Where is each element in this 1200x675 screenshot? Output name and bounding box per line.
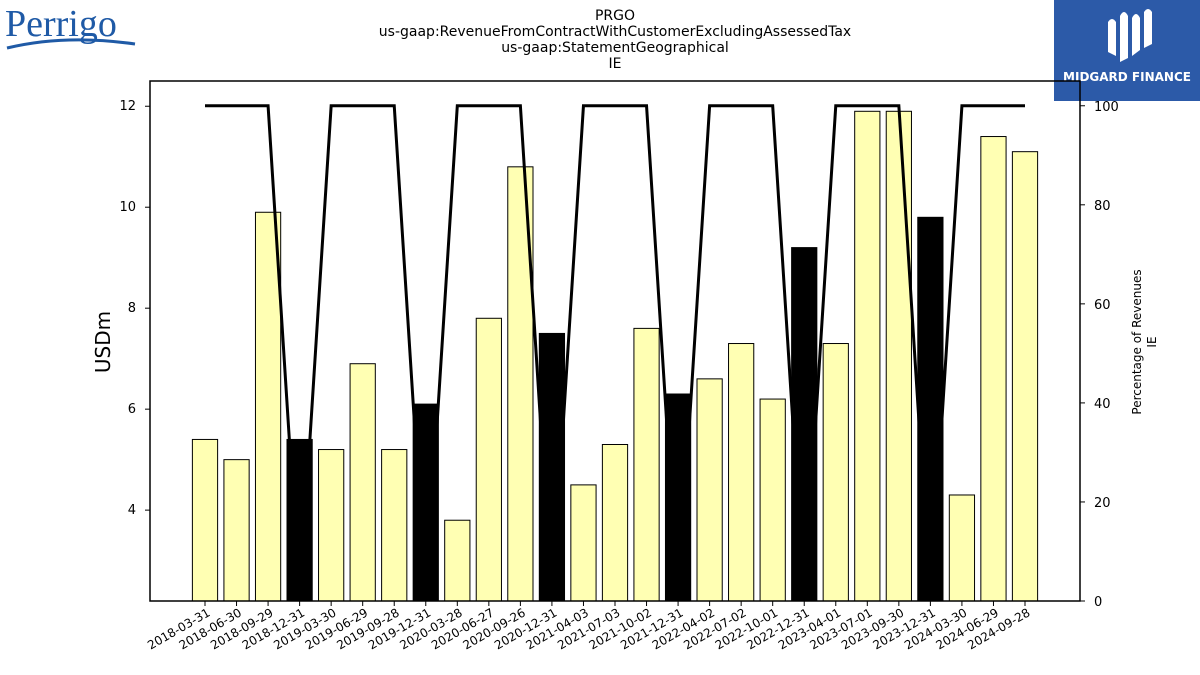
percentage-line (205, 104, 1025, 602)
right-tick-label: 80 (1094, 199, 1111, 214)
right-tick-label: 40 (1094, 397, 1111, 412)
bar (570, 484, 597, 602)
bar (381, 449, 408, 602)
title-line-2: us-gaap:RevenueFromContractWithCustomerE… (379, 24, 851, 40)
bar (791, 247, 818, 602)
title-line-1: PRGO (595, 8, 635, 24)
bar (917, 216, 944, 602)
chart-title: PRGO us-gaap:RevenueFromContractWithCust… (379, 8, 851, 72)
bar-series (191, 110, 1039, 602)
right-axis-label-line-2: IE (1145, 336, 1159, 347)
bar (223, 459, 250, 602)
y-tick-label: 8 (128, 301, 136, 316)
bar (948, 494, 976, 602)
midgard-finance-text: MIDGARD FINANCE (1063, 70, 1191, 84)
bar (254, 211, 282, 602)
bar (728, 343, 755, 602)
bar (759, 398, 786, 602)
y-tick-label: 6 (128, 402, 136, 417)
x-axis: 2018-03-312018-06-302018-09-292018-12-31… (145, 601, 1033, 652)
line-series (205, 104, 1025, 602)
left-axis: 4 6 8 10 12 (119, 99, 150, 518)
right-tick-label: 100 (1094, 100, 1119, 115)
title-line-4: IE (609, 56, 622, 72)
y-axis-label: USDm (91, 311, 115, 373)
y-tick-label: 4 (128, 503, 136, 518)
bar (664, 393, 692, 602)
bar (885, 110, 912, 602)
bar (601, 443, 629, 602)
bar (444, 519, 471, 602)
bar (191, 438, 219, 602)
right-tick-label: 20 (1094, 496, 1111, 511)
right-tick-label: 60 (1094, 298, 1111, 313)
y-tick-label: 12 (119, 99, 136, 114)
bar (696, 378, 723, 602)
bar (412, 403, 439, 602)
bar (349, 363, 376, 602)
bar (633, 327, 660, 602)
perrigo-logo-text: Perrigo (5, 4, 117, 45)
bar (1011, 151, 1039, 602)
bar (822, 343, 849, 602)
perrigo-logo: Perrigo (5, 4, 136, 50)
bar (318, 449, 345, 602)
midgard-finance-logo: MIDGARD FINANCE (1054, 0, 1200, 101)
bar (854, 110, 881, 602)
y-tick-label: 10 (119, 200, 136, 215)
right-axis: 0 20 40 60 80 100 (1080, 100, 1119, 610)
right-axis-label-line-1: Percentage of Revenues (1130, 269, 1144, 414)
right-tick-label: 0 (1094, 595, 1102, 610)
bar (475, 317, 502, 602)
bar (980, 136, 1007, 602)
title-line-3: us-gaap:StatementGeographical (501, 40, 729, 56)
